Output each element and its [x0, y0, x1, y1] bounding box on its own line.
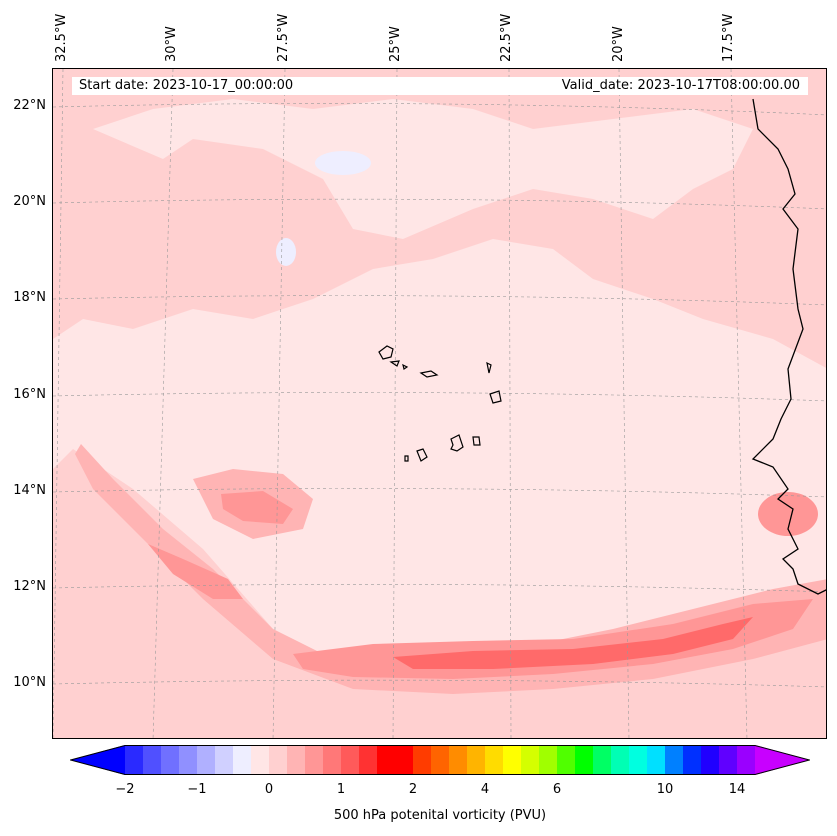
colorbar-segment — [359, 745, 378, 775]
colorbar-segment — [449, 745, 468, 775]
colorbar-tick-label: 0 — [264, 782, 274, 797]
colorbar-segment — [197, 745, 216, 775]
valid-date-label: Valid_date: 2023-10-17T08:00:00.00 — [561, 78, 800, 93]
colorbar-tick-label: 10 — [656, 782, 674, 797]
colorbar-segment — [233, 745, 252, 775]
colorbar-segment — [647, 745, 666, 775]
colorbar-segment — [557, 745, 576, 775]
colorbar-segment — [269, 745, 288, 775]
colorbar-segment — [629, 745, 648, 775]
colorbar-tick-label: 4 — [480, 782, 490, 797]
colorbar-tick-label: 2 — [408, 782, 418, 797]
map-panel — [52, 68, 827, 739]
lon-label-27-5w: 27.5°W — [276, 13, 291, 62]
colorbar-segment — [143, 745, 162, 775]
colorbar-segment — [719, 745, 738, 775]
cape-verde-islands — [378, 345, 502, 462]
lat-label-16n: 16°N — [13, 387, 46, 402]
lat-label-22n: 22°N — [13, 98, 46, 113]
colorbar-extend-min — [70, 745, 125, 775]
colorbar — [70, 745, 810, 775]
colorbar-segment — [431, 745, 450, 775]
africa-coastline — [751, 98, 826, 595]
pv-contour-map — [53, 69, 826, 738]
lat-label-18n: 18°N — [13, 290, 46, 305]
lon-label-32-5w: 32.5°W — [54, 13, 69, 62]
lon-label-17-5w: 17.5°W — [721, 13, 736, 62]
colorbar-segment — [125, 745, 144, 775]
colorbar-outline — [70, 745, 810, 775]
colorbar-segment — [485, 745, 504, 775]
colorbar-segment — [323, 745, 342, 775]
colorbar-segment — [215, 745, 234, 775]
lat-label-10n: 10°N — [13, 675, 46, 690]
colorbar-segment — [665, 745, 684, 775]
colorbar-extend-max — [755, 745, 810, 775]
colorbar-segment — [467, 745, 486, 775]
colorbar-segment — [683, 745, 702, 775]
colorbar-tick-label: 1 — [336, 782, 346, 797]
colorbar-segment — [539, 745, 558, 775]
colorbar-label: 500 hPa potenital vorticity (PVU) — [333, 808, 547, 823]
colorbar-segment — [341, 745, 360, 775]
pv-core-band — [393, 617, 753, 669]
colorbar-segment — [287, 745, 306, 775]
colorbar-segment — [521, 745, 540, 775]
colorbar-tick-label: 6 — [552, 782, 562, 797]
colorbar-tick-label: −1 — [187, 782, 207, 797]
colorbar-segment — [377, 745, 396, 775]
colorbar-segment — [701, 745, 720, 775]
pv-strong-band — [148, 491, 813, 679]
start-date-label: Start date: 2023-10-17_00:00:00 — [79, 78, 294, 93]
lat-label-20n: 20°N — [13, 194, 46, 209]
map-header: Start date: 2023-10-17_00:00:00 Valid_da… — [72, 77, 808, 95]
lon-label-20w: 20°W — [611, 26, 626, 62]
graticule — [53, 69, 826, 738]
lon-label-30w: 30°W — [164, 26, 179, 62]
lon-label-22-5w: 22.5°W — [499, 13, 514, 62]
lat-label-12n: 12°N — [13, 579, 46, 594]
pv-coastal-maximum — [758, 492, 818, 536]
colorbar-tick-label: −2 — [115, 782, 135, 797]
colorbar-segment — [179, 745, 198, 775]
lon-label-25w: 25°W — [388, 26, 403, 62]
colorbar-segment — [251, 745, 270, 775]
colorbar-tick-label: 14 — [728, 782, 746, 797]
pv-negative-patch-2 — [276, 238, 296, 266]
pv-negative-patch — [315, 151, 371, 175]
pv-light-region-north — [53, 69, 826, 368]
colorbar-segment — [611, 745, 630, 775]
lat-label-14n: 14°N — [13, 483, 46, 498]
colorbar-segment — [413, 745, 432, 775]
colorbar-segment — [305, 745, 324, 775]
colorbar-segment — [575, 745, 594, 775]
colorbar-segment — [503, 745, 522, 775]
colorbar-segment — [161, 745, 180, 775]
colorbar-segment — [395, 745, 414, 775]
colorbar-segment — [593, 745, 612, 775]
colorbar-segment — [737, 745, 756, 775]
